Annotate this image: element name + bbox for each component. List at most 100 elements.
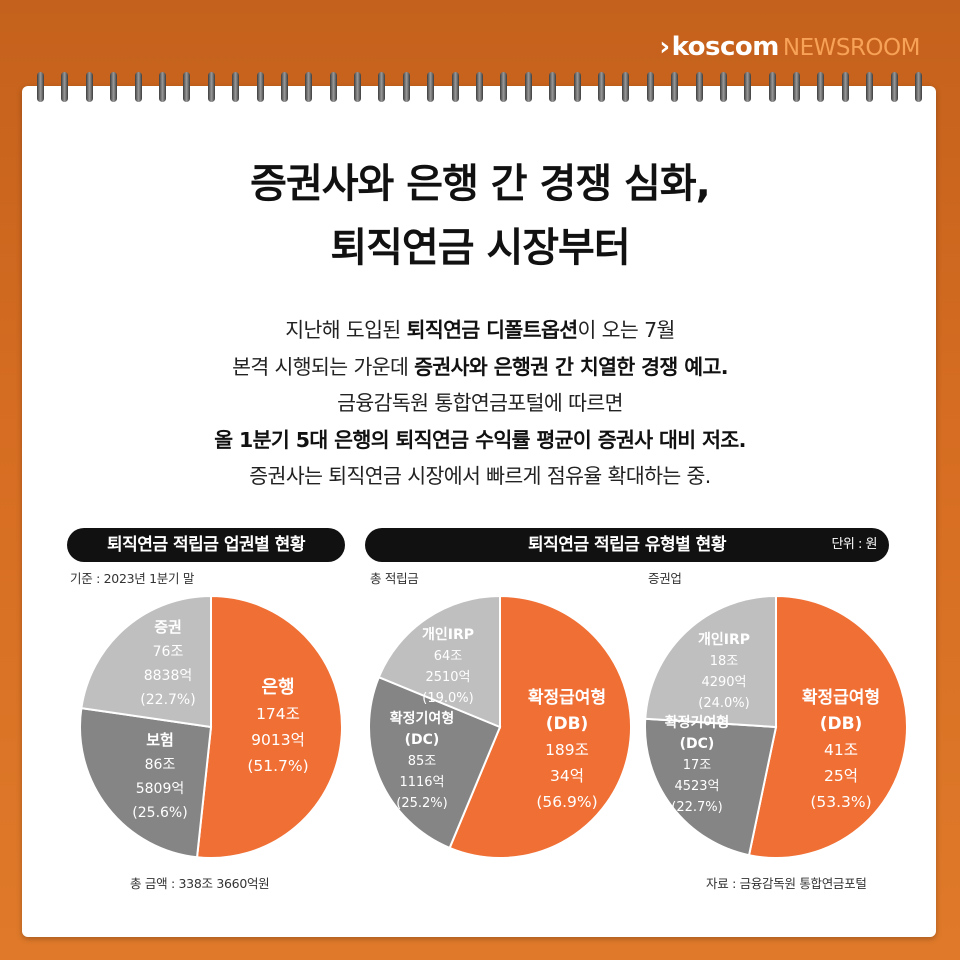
pie1-label-3: (22.7%) <box>140 692 195 708</box>
binder-ring <box>573 72 581 102</box>
binder-ring <box>280 72 288 102</box>
pie2-label-1: 189조 <box>545 741 589 759</box>
pie3-caption: 증권업 <box>648 571 682 586</box>
binder-ring <box>451 72 459 102</box>
binder-ring <box>817 72 825 102</box>
binder-ring <box>866 72 874 102</box>
pie2-slice-1 <box>448 594 632 859</box>
binder-rings <box>22 72 936 106</box>
pie3-label-1: (53.3%) <box>810 793 871 811</box>
summary-line1-a: 지난해 도입된 <box>285 318 407 342</box>
section2-title: 퇴직연금 적립금 유형별 현황 <box>528 535 726 555</box>
binder-ring <box>476 72 483 102</box>
source-note: 자료 : 금융감독원 통합연금포털 <box>706 876 867 891</box>
binder-ring <box>232 72 240 102</box>
total-amount: 총 금액 : 338조 3660억원 <box>130 876 270 891</box>
reference-date: 기준 : 2023년 1분기 말 <box>70 571 195 586</box>
pie1-label-2: 보험 <box>146 731 174 749</box>
pie3-label-3: 18조 <box>710 654 739 669</box>
pie2-caption: 총 적립금 <box>370 571 419 586</box>
pie2-label-1: 34억 <box>550 767 584 785</box>
binder-ring <box>671 72 679 102</box>
pie2-label-3: 개인IRP <box>422 626 474 643</box>
binder-ring <box>500 72 508 102</box>
pie1-slice-2 <box>79 707 213 859</box>
pie2-label-2: (25.2%) <box>396 796 447 811</box>
pie3-label-2: (22.7%) <box>671 800 722 815</box>
pie2-slice-2 <box>368 675 502 850</box>
binder-ring <box>354 72 362 102</box>
pie1-slice-3 <box>80 594 212 729</box>
pie3-label-3: 4290억 <box>701 675 746 690</box>
pie3-label-1: 확정급여형 <box>802 687 880 708</box>
pie2-label-2: (DC) <box>405 732 440 748</box>
unit-label: 단위 : 원 <box>831 537 877 552</box>
pie3-slice-1 <box>747 594 908 859</box>
binder-ring <box>256 72 264 102</box>
summary-line1-c: 이 오는 7월 <box>577 318 675 342</box>
pie2-label-3: 2510억 <box>425 670 470 685</box>
headline-line2: 퇴직연금 시장부터 <box>330 225 630 271</box>
pie2-label-1: (DB) <box>546 714 589 734</box>
binder-ring <box>768 72 776 102</box>
binder-ring <box>158 72 166 102</box>
pie2-label-2: 85조 <box>408 754 437 769</box>
pie3-label-3: 개인IRP <box>698 631 750 648</box>
pie3-label-1: (DB) <box>820 714 863 734</box>
section2-label: 퇴직연금 적립금 유형별 현황 단위 : 원 <box>365 528 889 562</box>
binder-ring <box>110 72 118 102</box>
brand-suffix: NEWSROOM <box>782 35 921 61</box>
pie2-label-1: (56.9%) <box>536 793 597 811</box>
headline: 증권사와 은행 간 경쟁 심화, 퇴직연금 시장부터 <box>0 152 960 280</box>
headline-line1: 증권사와 은행 간 경쟁 심화, <box>250 161 711 207</box>
summary-text: 지난해 도입된 퇴직연금 디폴트옵션이 오는 7월 본격 시행되는 가운데 증권… <box>0 312 960 495</box>
summary-line2: 본격 시행되는 가운데 증권사와 은행권 간 치열한 경쟁 예고. <box>0 349 960 386</box>
binder-ring <box>549 72 557 102</box>
pie3-label-1: 41조 <box>824 741 858 759</box>
binder-ring <box>329 72 337 102</box>
binder-ring <box>744 72 752 102</box>
binder-ring <box>646 72 654 102</box>
pie1-label-1: 9013억 <box>251 731 305 749</box>
binder-ring <box>793 72 801 102</box>
pie3-label-3: (24.0%) <box>698 696 749 711</box>
summary-line2-b: 증권사와 은행권 간 치열한 경쟁 예고. <box>414 354 728 379</box>
pie1-label-3: 증권 <box>154 618 182 636</box>
binder-ring <box>915 72 922 102</box>
binder-ring <box>85 72 93 102</box>
brand-name: koscom <box>671 32 780 62</box>
summary-line2-a: 본격 시행되는 가운데 <box>232 354 415 379</box>
binder-ring <box>597 72 605 102</box>
pie3-slice-2 <box>644 717 778 857</box>
binder-ring <box>378 72 386 102</box>
binder-ring <box>427 72 435 102</box>
pie3-slice-3 <box>644 594 777 729</box>
pie3-label-1: 25억 <box>824 767 858 785</box>
binder-ring <box>890 72 898 102</box>
pie2-slice-3 <box>377 594 501 729</box>
pie1-slice-1 <box>195 594 343 859</box>
binder-ring <box>841 72 849 102</box>
pie1-label-2: 5809억 <box>136 781 185 797</box>
pie3-label-2: 17조 <box>683 758 712 773</box>
koscom-newsroom-logo: ›koscom NEWSROOM <box>659 32 920 62</box>
binder-ring <box>134 72 142 102</box>
binder-ring <box>622 72 630 102</box>
pie1-label-1: 174조 <box>256 705 300 723</box>
binder-ring <box>207 72 215 102</box>
summary-line4: 올 1분기 5대 은행의 퇴직연금 수익률 평균이 증권사 대비 저조. <box>0 422 960 459</box>
pie1-label-1: (51.7%) <box>247 757 308 775</box>
pie2-label-2: 확정기여형 <box>390 710 454 727</box>
pie2-label-2: 1116억 <box>399 775 444 790</box>
summary-line1-b: 퇴직연금 디폴트옵션 <box>406 318 578 342</box>
binder-ring <box>719 72 727 102</box>
pie1-label-3: 8838억 <box>144 668 193 684</box>
pie1-label-2: 86조 <box>145 757 176 773</box>
pie2-label-3: (19.0%) <box>422 691 473 706</box>
binder-ring <box>402 72 410 102</box>
pie2-label-3: 64조 <box>434 649 463 664</box>
binder-ring <box>183 72 191 102</box>
summary-line5: 증권사는 퇴직연금 시장에서 빠르게 점유율 확대하는 중. <box>249 464 711 488</box>
pie3-label-2: 4523억 <box>674 779 719 794</box>
